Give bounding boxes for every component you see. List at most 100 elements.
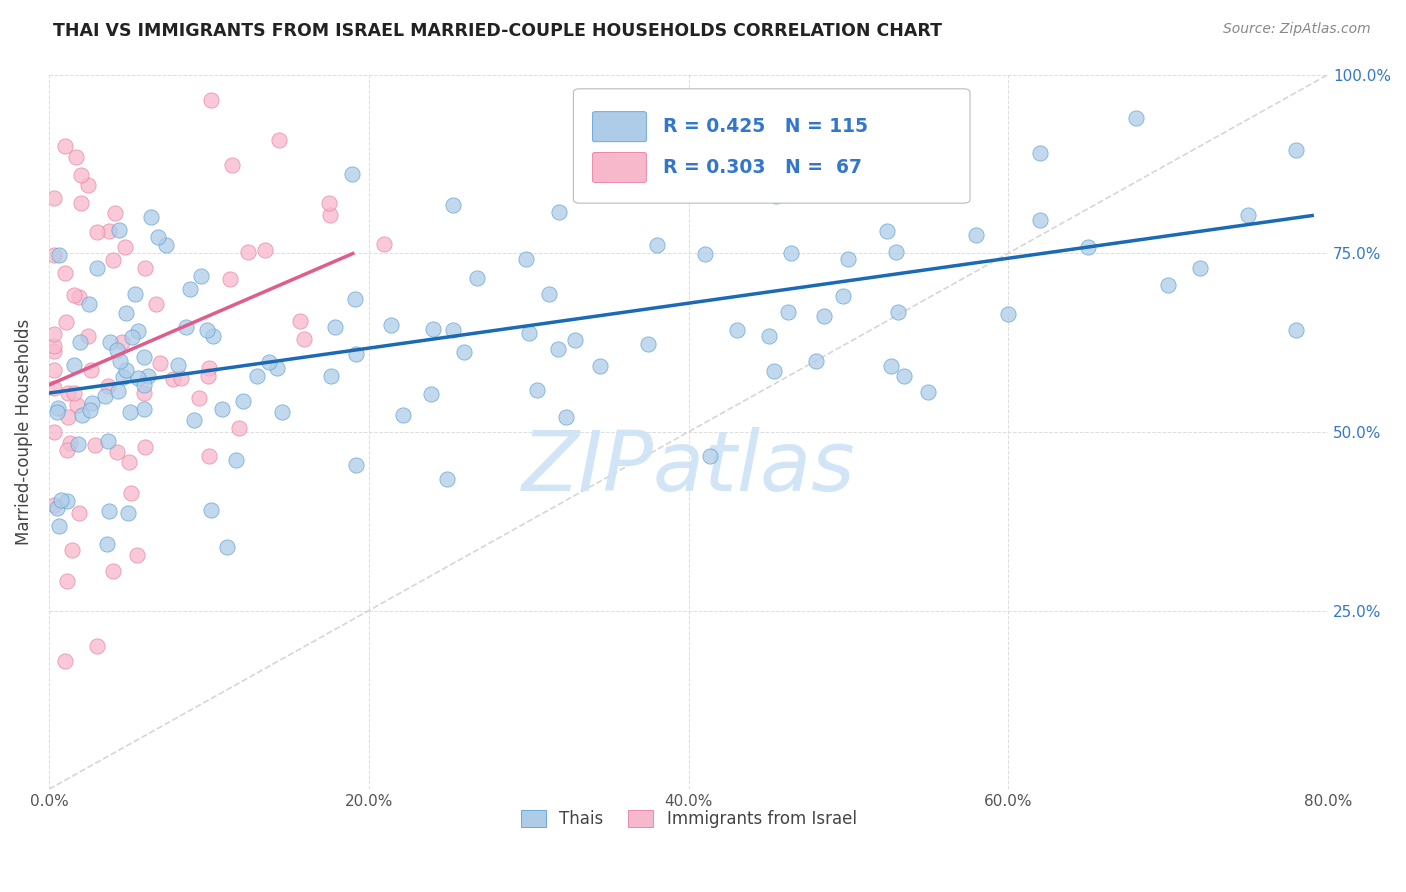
Point <box>1189 260 1212 275</box>
Point <box>42 381 65 395</box>
Point <box>253 243 276 257</box>
Point <box>59 435 82 450</box>
Point <box>111 335 134 350</box>
Point <box>1077 239 1099 253</box>
Point <box>221 158 243 172</box>
Point <box>56 574 79 588</box>
Point <box>76 329 98 343</box>
Point <box>537 286 560 301</box>
Point <box>108 354 131 368</box>
Point <box>97 504 120 518</box>
Point <box>53 654 76 668</box>
Point <box>66 399 89 413</box>
Point <box>132 401 155 416</box>
Point <box>114 239 136 253</box>
Point <box>554 410 576 425</box>
Point <box>96 537 118 551</box>
Point <box>1237 208 1260 222</box>
Point <box>288 314 311 328</box>
Point <box>80 363 103 377</box>
Point <box>118 404 141 418</box>
Point <box>60 542 83 557</box>
Point <box>246 369 269 384</box>
Point <box>547 342 569 356</box>
Point <box>997 307 1019 321</box>
Point <box>111 370 134 384</box>
Point <box>813 309 835 323</box>
Point <box>917 385 939 400</box>
Point <box>837 252 859 267</box>
Point <box>97 434 120 448</box>
Point <box>515 252 537 266</box>
Point <box>762 364 785 378</box>
Point <box>46 501 69 516</box>
Point <box>211 401 233 416</box>
Point <box>121 329 143 343</box>
Point <box>200 93 222 107</box>
Point <box>42 498 65 512</box>
Point <box>139 210 162 224</box>
Point <box>886 245 908 260</box>
Point <box>98 224 121 238</box>
Point <box>70 168 93 182</box>
Point <box>200 503 222 517</box>
Point <box>42 339 65 353</box>
Point <box>77 297 100 311</box>
Point <box>1285 323 1308 337</box>
Point <box>257 355 280 369</box>
Point <box>132 377 155 392</box>
Point <box>188 391 211 405</box>
Point <box>589 359 612 374</box>
Point <box>436 472 458 486</box>
Point <box>225 453 247 467</box>
Point <box>190 269 212 284</box>
Point <box>107 384 129 398</box>
Point <box>893 368 915 383</box>
Point <box>343 292 366 306</box>
Point <box>391 408 413 422</box>
Point <box>72 409 94 423</box>
Point <box>319 208 342 222</box>
Point <box>79 402 101 417</box>
Point <box>146 229 169 244</box>
Point <box>48 518 70 533</box>
Point <box>778 305 800 319</box>
Point <box>86 640 108 654</box>
Point <box>266 361 288 376</box>
Point <box>162 372 184 386</box>
Point <box>198 361 221 376</box>
Point <box>136 369 159 384</box>
Point <box>699 449 721 463</box>
Point <box>63 358 86 372</box>
Point <box>465 270 488 285</box>
Point <box>105 343 128 358</box>
Point <box>758 329 780 343</box>
Point <box>420 387 443 401</box>
Point <box>808 168 831 182</box>
Point <box>564 333 586 347</box>
Legend: Thais, Immigrants from Israel: Thais, Immigrants from Israel <box>515 803 863 835</box>
Point <box>120 486 142 500</box>
Point <box>67 290 90 304</box>
Point <box>149 356 172 370</box>
Text: R = 0.303   N =  67: R = 0.303 N = 67 <box>664 158 862 177</box>
Point <box>1157 277 1180 292</box>
FancyBboxPatch shape <box>592 153 647 183</box>
Point <box>124 286 146 301</box>
Point <box>115 362 138 376</box>
Point <box>526 383 548 397</box>
Point <box>145 297 167 311</box>
Point <box>155 237 177 252</box>
Point <box>344 458 367 472</box>
Point <box>219 272 242 286</box>
Point <box>1029 213 1052 227</box>
Point <box>832 288 855 302</box>
Point <box>108 223 131 237</box>
Point <box>62 288 84 302</box>
Point <box>197 369 219 384</box>
Point <box>380 318 402 332</box>
Point <box>228 421 250 435</box>
Point <box>134 260 156 275</box>
Point <box>292 332 315 346</box>
Point <box>42 326 65 341</box>
